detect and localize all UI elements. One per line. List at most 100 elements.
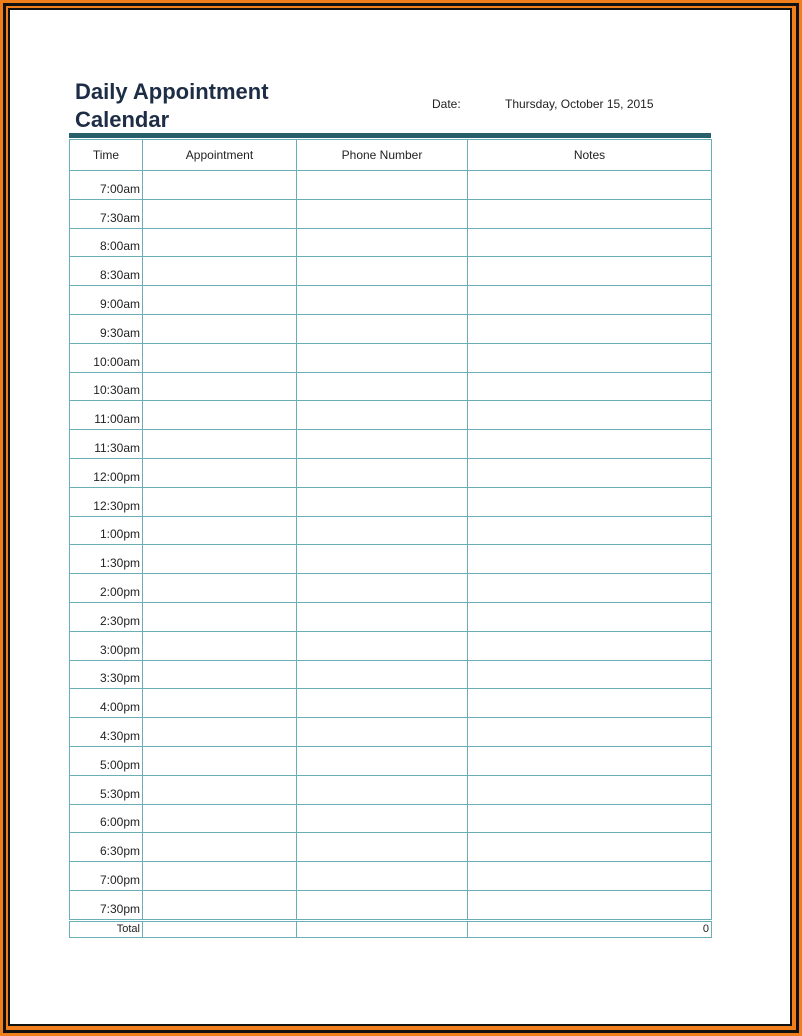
page-title: Daily Appointment Calendar bbox=[75, 78, 269, 134]
appointment-cell[interactable] bbox=[142, 371, 297, 402]
appointment-cell[interactable] bbox=[142, 630, 297, 661]
time-cell: 12:00pm bbox=[69, 457, 143, 488]
phone-cell[interactable] bbox=[296, 256, 468, 287]
notes-cell[interactable] bbox=[467, 745, 712, 776]
phone-cell[interactable] bbox=[296, 717, 468, 747]
notes-cell[interactable] bbox=[467, 285, 712, 315]
time-cell: 5:00pm bbox=[69, 745, 143, 776]
phone-cell[interactable] bbox=[296, 573, 468, 603]
notes-cell[interactable] bbox=[467, 803, 712, 834]
notes-cell[interactable] bbox=[467, 170, 712, 200]
notes-cell[interactable] bbox=[467, 601, 712, 632]
appointment-cell[interactable] bbox=[142, 400, 297, 431]
appointment-cell[interactable] bbox=[142, 515, 297, 546]
notes-cell[interactable] bbox=[467, 227, 712, 258]
phone-cell[interactable] bbox=[296, 285, 468, 315]
col-time: Time bbox=[69, 139, 143, 171]
time-cell: 7:00am bbox=[69, 170, 143, 200]
appointment-cell[interactable] bbox=[142, 601, 297, 632]
col-phone: Phone Number bbox=[296, 139, 468, 171]
appointment-cell[interactable] bbox=[142, 861, 297, 891]
phone-cell[interactable] bbox=[296, 170, 468, 200]
phone-cell[interactable] bbox=[296, 889, 468, 921]
appointment-cell[interactable] bbox=[142, 774, 297, 805]
table-row: 8:30am bbox=[69, 256, 712, 287]
notes-cell[interactable] bbox=[467, 573, 712, 603]
notes-cell[interactable] bbox=[467, 515, 712, 546]
table-row: 7:30pm bbox=[69, 889, 712, 921]
appointment-cell[interactable] bbox=[142, 256, 297, 287]
phone-cell[interactable] bbox=[296, 342, 468, 373]
table-row: 9:00am bbox=[69, 285, 712, 315]
notes-cell[interactable] bbox=[467, 688, 712, 719]
appointment-cell[interactable] bbox=[142, 659, 297, 690]
phone-cell[interactable] bbox=[296, 515, 468, 546]
time-cell: 8:00am bbox=[69, 227, 143, 258]
notes-cell[interactable] bbox=[467, 544, 712, 575]
appointment-cell[interactable] bbox=[142, 745, 297, 776]
phone-cell[interactable] bbox=[296, 429, 468, 459]
table-row: 7:00pm bbox=[69, 861, 712, 891]
notes-cell[interactable] bbox=[467, 889, 712, 921]
phone-cell[interactable] bbox=[296, 457, 468, 488]
notes-cell[interactable] bbox=[467, 256, 712, 287]
appointment-cell[interactable] bbox=[142, 457, 297, 488]
appointment-cell[interactable] bbox=[142, 227, 297, 258]
notes-cell[interactable] bbox=[467, 198, 712, 229]
notes-cell[interactable] bbox=[467, 313, 712, 344]
appointment-cell[interactable] bbox=[142, 313, 297, 344]
notes-cell[interactable] bbox=[467, 659, 712, 690]
phone-cell[interactable] bbox=[296, 601, 468, 632]
appointment-cell[interactable] bbox=[142, 832, 297, 863]
appointment-cell[interactable] bbox=[142, 803, 297, 834]
total-label: Total bbox=[69, 918, 143, 938]
appointment-cell[interactable] bbox=[142, 688, 297, 719]
time-cell: 6:00pm bbox=[69, 803, 143, 834]
appointment-cell[interactable] bbox=[142, 573, 297, 603]
table-row: 5:00pm bbox=[69, 745, 712, 776]
phone-cell[interactable] bbox=[296, 371, 468, 402]
time-cell: 1:30pm bbox=[69, 544, 143, 575]
notes-cell[interactable] bbox=[467, 429, 712, 459]
appointment-cell[interactable] bbox=[142, 198, 297, 229]
appointment-table: Time Appointment Phone Number Notes 7:00… bbox=[69, 139, 712, 938]
notes-cell[interactable] bbox=[467, 457, 712, 488]
phone-cell[interactable] bbox=[296, 803, 468, 834]
phone-cell[interactable] bbox=[296, 544, 468, 575]
phone-cell[interactable] bbox=[296, 198, 468, 229]
phone-cell[interactable] bbox=[296, 630, 468, 661]
notes-cell[interactable] bbox=[467, 630, 712, 661]
notes-cell[interactable] bbox=[467, 774, 712, 805]
phone-cell[interactable] bbox=[296, 486, 468, 517]
appointment-cell[interactable] bbox=[142, 889, 297, 921]
notes-cell[interactable] bbox=[467, 861, 712, 891]
notes-cell[interactable] bbox=[467, 371, 712, 402]
notes-cell[interactable] bbox=[467, 342, 712, 373]
phone-cell[interactable] bbox=[296, 745, 468, 776]
time-cell: 5:30pm bbox=[69, 774, 143, 805]
table-row: 2:30pm bbox=[69, 601, 712, 632]
phone-cell[interactable] bbox=[296, 861, 468, 891]
appointment-cell[interactable] bbox=[142, 429, 297, 459]
appointment-cell[interactable] bbox=[142, 342, 297, 373]
appointment-cell[interactable] bbox=[142, 486, 297, 517]
notes-cell[interactable] bbox=[467, 832, 712, 863]
time-cell: 12:30pm bbox=[69, 486, 143, 517]
phone-cell[interactable] bbox=[296, 659, 468, 690]
phone-cell[interactable] bbox=[296, 688, 468, 719]
total-value: 0 bbox=[467, 918, 712, 938]
appointment-cell[interactable] bbox=[142, 544, 297, 575]
phone-cell[interactable] bbox=[296, 400, 468, 431]
appointment-cell[interactable] bbox=[142, 717, 297, 747]
phone-cell[interactable] bbox=[296, 774, 468, 805]
phone-cell[interactable] bbox=[296, 227, 468, 258]
table-row: 6:00pm bbox=[69, 803, 712, 834]
notes-cell[interactable] bbox=[467, 717, 712, 747]
title-line-2: Calendar bbox=[75, 107, 170, 132]
notes-cell[interactable] bbox=[467, 400, 712, 431]
notes-cell[interactable] bbox=[467, 486, 712, 517]
phone-cell[interactable] bbox=[296, 313, 468, 344]
appointment-cell[interactable] bbox=[142, 170, 297, 200]
phone-cell[interactable] bbox=[296, 832, 468, 863]
appointment-cell[interactable] bbox=[142, 285, 297, 315]
